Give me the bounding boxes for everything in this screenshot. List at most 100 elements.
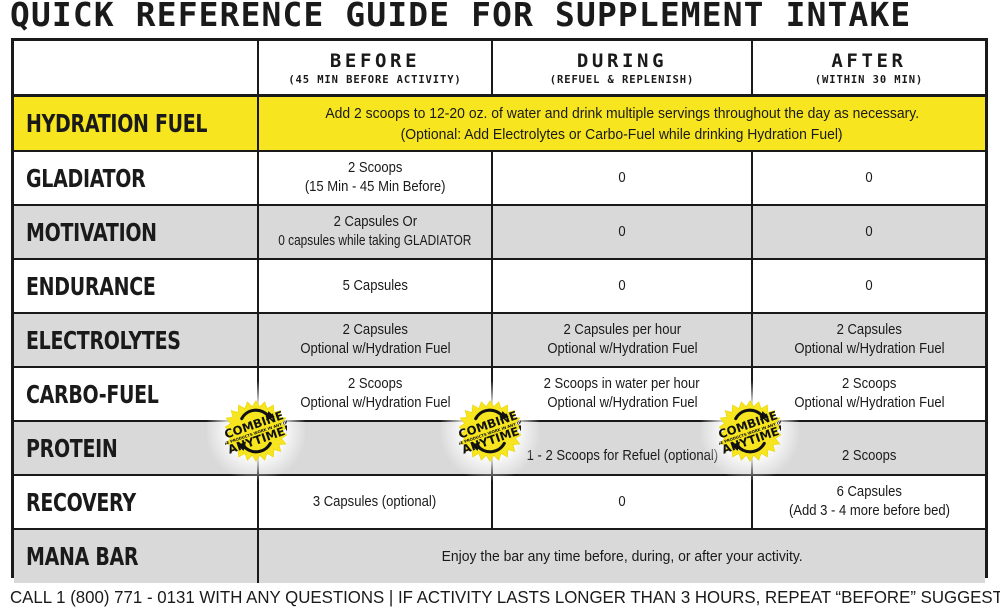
- cell-line: 1 - 2 Scoops for Refuel (optional): [526, 448, 718, 464]
- cell-before: 5 Capsules: [259, 260, 493, 312]
- cell-line: Optional w/Hydration Fuel: [299, 395, 451, 411]
- table-row: HYDRATION FUEL Add 2 scoops to 12-20 oz.…: [14, 97, 985, 152]
- table-row: ENDURANCE 5 Capsules 0 0: [14, 260, 985, 314]
- table-row: CARBO-FUEL 2 Scoops Optional w/Hydration…: [14, 368, 985, 422]
- row-label: CARBO-FUEL: [26, 379, 159, 409]
- merged-line: Add 2 scoops to 12-20 oz. of water and d…: [325, 104, 919, 122]
- header-after-title: AFTER: [831, 49, 907, 72]
- row-label-cell: HYDRATION FUEL: [14, 97, 259, 150]
- cell-line: 2 Capsules: [836, 322, 902, 338]
- table-row: ELECTROLYTES 2 Capsules Optional w/Hydra…: [14, 314, 985, 368]
- row-label-cell: ENDURANCE: [14, 260, 259, 312]
- cell-line: 0: [618, 169, 626, 186]
- cell-before: 2 Capsules Or 0 capsules while taking GL…: [259, 206, 493, 258]
- cell-line: 0 capsules while taking GLADIATOR: [278, 233, 472, 249]
- cell-during: 0: [493, 152, 753, 204]
- starburst-icon: COMBINE THESE PRODUCTS WORK IN ANY ORDER…: [225, 400, 287, 462]
- cell-line: 0: [865, 169, 873, 186]
- cell-line: 0: [865, 277, 873, 294]
- cell-line: 0: [865, 223, 873, 240]
- starburst-icon: COMBINE THESE PRODUCTS WORK IN ANY ORDER…: [459, 400, 521, 462]
- row-label-cell: RECOVERY: [14, 476, 259, 528]
- cell-line: 2 Capsules per hour: [563, 322, 681, 338]
- cell-during: 0: [493, 206, 753, 258]
- header-cell-before: BEFORE (45 MIN BEFORE ACTIVITY): [259, 41, 493, 94]
- cell-line: 2 Scoops: [841, 376, 897, 392]
- combine-anytime-badge[interactable]: COMBINE THESE PRODUCTS WORK IN ANY ORDER…: [440, 381, 540, 481]
- cell-before: 3 Capsules (optional): [259, 476, 493, 528]
- header-during-subtitle: (REFUEL & REPLENISH): [549, 73, 695, 86]
- header-cell-during: DURING (REFUEL & REPLENISH): [493, 41, 753, 94]
- cell-during: 2 Capsules per hour Optional w/Hydration…: [493, 314, 753, 366]
- cell-before: 2 Capsules Optional w/Hydration Fuel: [259, 314, 493, 366]
- row-label-cell: PROTEIN: [14, 422, 259, 474]
- cell-line: Optional w/Hydration Fuel: [299, 341, 451, 357]
- cell-line: 5 Capsules: [342, 277, 408, 294]
- cell-during: 0: [493, 476, 753, 528]
- cell-line: Optional w/Hydration Fuel: [793, 341, 945, 357]
- table-row: MOTIVATION 2 Capsules Or 0 capsules whil…: [14, 206, 985, 260]
- row-label-cell: ELECTROLYTES: [14, 314, 259, 366]
- header-during-title: DURING: [576, 49, 668, 72]
- cell-line: Optional w/Hydration Fuel: [546, 395, 698, 411]
- cell-line: 2 Scoops: [347, 160, 403, 176]
- table-header-row: BEFORE (45 MIN BEFORE ACTIVITY) DURING (…: [14, 41, 985, 97]
- cell-line: 2 Scoops in water per hour: [544, 376, 700, 392]
- cell-after: 2 Capsules Optional w/Hydration Fuel: [753, 314, 985, 366]
- table-row: RECOVERY 3 Capsules (optional) 0 6 Capsu…: [14, 476, 985, 530]
- combine-anytime-badge[interactable]: COMBINE THESE PRODUCTS WORK IN ANY ORDER…: [206, 381, 306, 481]
- row-merged-cell: Enjoy the bar any time before, during, o…: [259, 530, 985, 583]
- cell-after: 6 Capsules (Add 3 - 4 more before bed): [753, 476, 985, 528]
- cell-during: 2 Scoops in water per hour Optional w/Hy…: [493, 368, 753, 420]
- row-label: MANA BAR: [26, 542, 139, 571]
- cell-line: 3 Capsules (optional): [313, 493, 437, 510]
- cell-after: 0: [753, 260, 985, 312]
- cell-line: 2 Scoops: [841, 448, 897, 464]
- row-label: RECOVERY: [26, 487, 136, 517]
- cell-after: 2 Scoops Optional w/Hydration Fuel: [753, 368, 985, 420]
- cell-line: (15 Min - 45 Min Before): [304, 179, 446, 195]
- combine-anytime-badge[interactable]: COMBINE THESE PRODUCTS WORK IN ANY ORDER…: [700, 381, 800, 481]
- row-label: HYDRATION FUEL: [26, 109, 208, 138]
- header-after-subtitle: (WITHIN 30 MIN): [814, 73, 924, 86]
- cell-before: 2 Scoops Optional w/Hydration Fuel: [259, 368, 493, 420]
- starburst-icon: COMBINE THESE PRODUCTS WORK IN ANY ORDER…: [719, 400, 781, 462]
- header-before-title: BEFORE: [329, 49, 421, 72]
- row-label-cell: GLADIATOR: [14, 152, 259, 204]
- row-label-cell: MOTIVATION: [14, 206, 259, 258]
- row-label-cell: MANA BAR: [14, 530, 259, 583]
- row-label-cell: CARBO-FUEL: [14, 368, 259, 420]
- row-label: MOTIVATION: [26, 217, 157, 247]
- cell-line: 2 Capsules Or: [333, 214, 417, 230]
- row-label: ELECTROLYTES: [26, 325, 181, 355]
- header-before-subtitle: (45 MIN BEFORE ACTIVITY): [288, 73, 462, 86]
- row-label: GLADIATOR: [26, 163, 146, 193]
- header-cell-after: AFTER (WITHIN 30 MIN): [753, 41, 985, 94]
- cell-after: 0: [753, 152, 985, 204]
- table-row: GLADIATOR 2 Scoops (15 Min - 45 Min Befo…: [14, 152, 985, 206]
- row-merged-cell: Add 2 scoops to 12-20 oz. of water and d…: [259, 97, 985, 150]
- page-title: QUICK REFERENCE GUIDE FOR SUPPLEMENT INT…: [10, 0, 912, 34]
- footer-note: CALL 1 (800) 771 - 0131 WITH ANY QUESTIO…: [10, 587, 1000, 607]
- cell-line: 0: [618, 493, 626, 510]
- cell-before: 2 Scoops (15 Min - 45 Min Before): [259, 152, 493, 204]
- cell-line: 2 Scoops: [347, 376, 403, 392]
- merged-line: (Optional: Add Electrolytes or Carbo-Fue…: [401, 125, 843, 143]
- header-cell-product: [14, 41, 259, 94]
- cell-line: (Add 3 - 4 more before bed): [788, 503, 950, 519]
- cell-after: 2 Scoops: [753, 422, 985, 474]
- merged-line: Enjoy the bar any time before, during, o…: [441, 548, 803, 565]
- cell-line: Optional w/Hydration Fuel: [546, 341, 698, 357]
- cell-line: 0: [618, 223, 626, 240]
- row-label: ENDURANCE: [26, 271, 156, 301]
- cell-during: 0: [493, 260, 753, 312]
- cell-after: 0: [753, 206, 985, 258]
- supplement-intake-table: BEFORE (45 MIN BEFORE ACTIVITY) DURING (…: [11, 38, 988, 583]
- cell-line: 0: [618, 277, 626, 294]
- table-row: MANA BAR Enjoy the bar any time before, …: [14, 530, 985, 583]
- cell-line: 6 Capsules: [836, 484, 902, 500]
- row-label: PROTEIN: [26, 433, 118, 463]
- cell-line: Optional w/Hydration Fuel: [793, 395, 945, 411]
- cell-line: 2 Capsules: [342, 322, 408, 338]
